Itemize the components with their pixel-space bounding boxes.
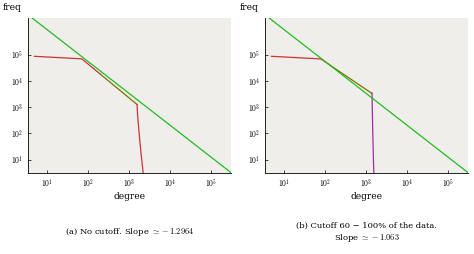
X-axis label: degree: degree: [114, 192, 146, 201]
Text: (a) No cutoff. Slope $\simeq -1.2964$: (a) No cutoff. Slope $\simeq -1.2964$: [65, 226, 194, 238]
Y-axis label: freq: freq: [240, 3, 258, 12]
X-axis label: degree: degree: [351, 192, 383, 201]
Text: (b) Cutoff 60 − 100% of the data.
Slope $\simeq -1.063$: (b) Cutoff 60 − 100% of the data. Slope …: [296, 222, 438, 244]
Y-axis label: freq: freq: [3, 3, 21, 12]
